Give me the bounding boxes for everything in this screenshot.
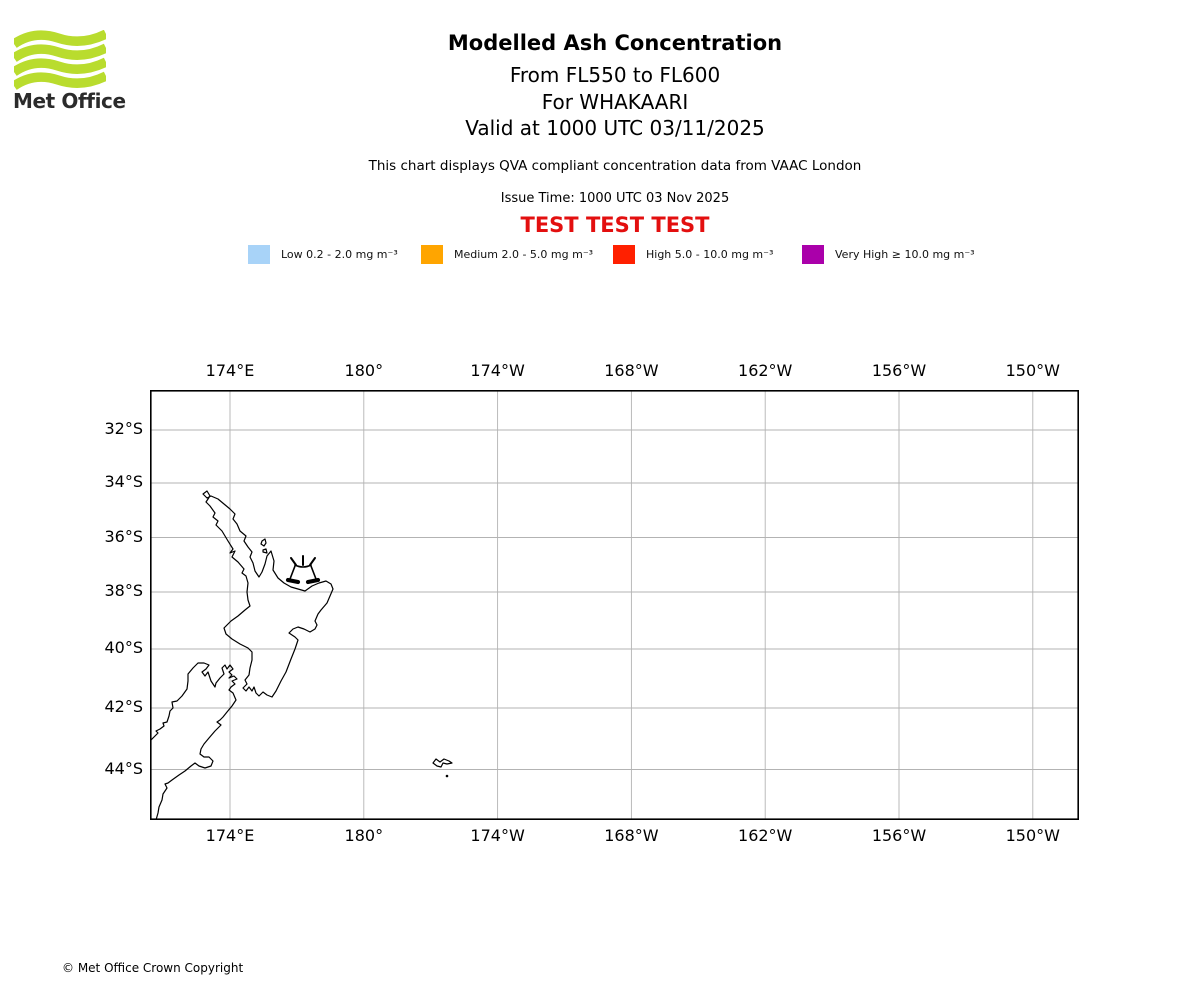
logo-wave bbox=[14, 57, 106, 77]
island-pitt bbox=[445, 774, 449, 778]
qva-note: This chart displays QVA compliant concen… bbox=[368, 158, 862, 174]
lon-label-bottom: 174°E bbox=[205, 826, 255, 845]
legend-label-low: Low 0.2 - 2.0 mg m⁻³ bbox=[281, 247, 398, 261]
test-banner: TEST TEST TEST bbox=[520, 213, 710, 237]
legend-item-very-high: Very High ≥ 10.0 mg m⁻³ bbox=[802, 244, 975, 264]
subtitle-flight-levels: From FL550 to FL600 bbox=[509, 63, 721, 87]
lon-label-bottom: 180° bbox=[344, 826, 384, 845]
legend-swatch-high bbox=[613, 244, 635, 264]
lat-label: 34°S bbox=[104, 472, 143, 491]
lon-label-top: 168°W bbox=[604, 361, 659, 380]
lon-label-top: 162°W bbox=[738, 361, 793, 380]
lon-label-bottom: 150°W bbox=[1005, 826, 1060, 845]
lon-label-bottom: 174°W bbox=[470, 826, 525, 845]
lat-label: 32°S bbox=[104, 419, 143, 438]
map-gridlines bbox=[151, 391, 1078, 819]
lat-label: 36°S bbox=[104, 526, 143, 546]
lon-label-top: 150°W bbox=[1005, 361, 1060, 380]
lon-label-top: 174°W bbox=[470, 361, 525, 380]
subtitle-valid-time: Valid at 1000 UTC 03/11/2025 bbox=[465, 116, 765, 140]
page-title: Modelled Ash Concentration bbox=[447, 31, 783, 55]
island-great-barrier bbox=[260, 538, 267, 547]
lon-label-bottom: 156°W bbox=[871, 826, 927, 845]
volcano-marker bbox=[285, 555, 321, 585]
lat-label: 38°S bbox=[104, 581, 143, 600]
met-office-logo-icon bbox=[14, 30, 106, 91]
lat-label: 44°S bbox=[104, 758, 143, 778]
logo-wave bbox=[14, 30, 106, 49]
logo-wave bbox=[14, 43, 106, 63]
legend-label-high: High 5.0 - 10.0 mg m⁻³ bbox=[646, 247, 774, 261]
legend-swatch-very-high bbox=[802, 244, 824, 264]
lon-label-bottom: 168°W bbox=[604, 826, 659, 845]
legend-item-low: Low 0.2 - 2.0 mg m⁻³ bbox=[248, 244, 398, 264]
legend-item-medium: Medium 2.0 - 5.0 mg m⁻³ bbox=[421, 244, 593, 264]
legend-label-very-high: Very High ≥ 10.0 mg m⁻³ bbox=[835, 247, 975, 261]
met-office-logo-text: Met Office bbox=[13, 89, 126, 113]
legend-swatch-low bbox=[248, 244, 270, 264]
island-little bbox=[262, 548, 268, 554]
copyright-notice: © Met Office Crown Copyright bbox=[62, 961, 244, 975]
lon-label-top: 180° bbox=[344, 361, 384, 380]
lon-label-top: 174°E bbox=[205, 361, 255, 380]
lon-label-bottom: 162°W bbox=[738, 826, 793, 845]
legend-item-high: High 5.0 - 10.0 mg m⁻³ bbox=[613, 244, 773, 264]
issue-time: Issue Time: 1000 UTC 03 Nov 2025 bbox=[500, 191, 730, 206]
coastline-north-island bbox=[202, 490, 334, 698]
map-plot bbox=[150, 390, 1079, 820]
island-chatham bbox=[432, 758, 453, 768]
logo-wave bbox=[14, 71, 106, 91]
lat-label: 42°S bbox=[104, 697, 143, 716]
subtitle-volcano: For WHAKAARI bbox=[541, 90, 689, 114]
map-frame bbox=[150, 390, 1079, 820]
legend-label-medium: Medium 2.0 - 5.0 mg m⁻³ bbox=[454, 247, 594, 261]
coastline-south-island bbox=[150, 662, 238, 820]
lat-label: 40°S bbox=[104, 638, 143, 657]
legend-swatch-medium bbox=[421, 244, 443, 264]
lon-label-top: 156°W bbox=[871, 361, 927, 380]
